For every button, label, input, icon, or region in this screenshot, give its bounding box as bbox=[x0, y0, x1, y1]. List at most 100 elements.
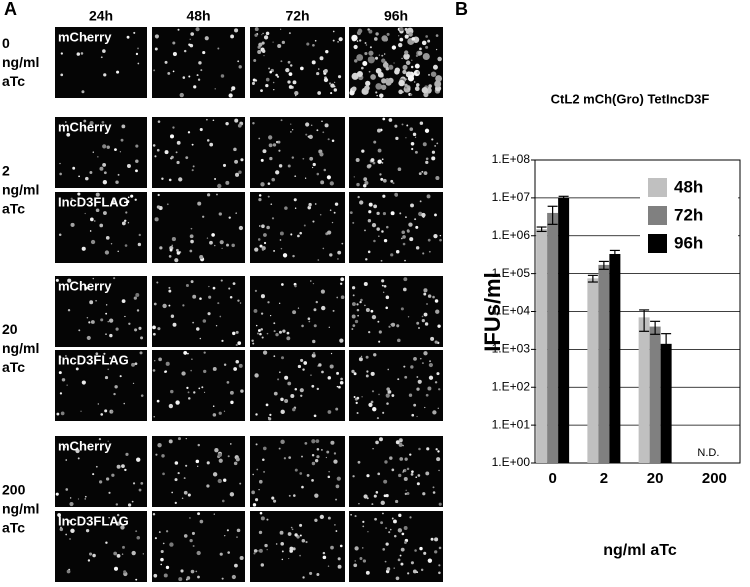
cell-speck bbox=[139, 351, 143, 355]
cell-speck bbox=[95, 465, 98, 468]
cell-speck bbox=[318, 68, 320, 70]
cell-speck bbox=[333, 85, 336, 88]
micrograph bbox=[152, 511, 245, 582]
cell-speck bbox=[367, 56, 375, 64]
cell-speck bbox=[373, 204, 378, 209]
cell-speck bbox=[402, 64, 408, 70]
cell-speck bbox=[69, 497, 72, 499]
cell-speck bbox=[388, 531, 391, 534]
cell-speck bbox=[187, 131, 191, 134]
cell-speck bbox=[254, 33, 258, 37]
cell-speck bbox=[391, 45, 397, 50]
cell-speck bbox=[258, 194, 262, 197]
cell-speck bbox=[85, 38, 88, 41]
cell-speck bbox=[190, 239, 194, 244]
cell-speck bbox=[365, 44, 368, 46]
cell-speck bbox=[386, 567, 391, 571]
chart-title: CtL2 mCh(Gro) TetIncD3F bbox=[551, 91, 710, 106]
cell-speck bbox=[160, 557, 164, 562]
cell-speck bbox=[356, 70, 363, 78]
cell-speck bbox=[337, 557, 341, 561]
cell-speck bbox=[177, 437, 181, 441]
cell-speck bbox=[130, 194, 134, 198]
bar bbox=[558, 197, 570, 463]
cell-speck bbox=[67, 278, 72, 283]
cell-speck bbox=[294, 90, 299, 96]
cell-speck bbox=[375, 491, 379, 494]
cell-speck bbox=[308, 320, 311, 323]
row-group-label: 0 bbox=[2, 35, 10, 51]
cell-speck bbox=[404, 259, 406, 262]
cell-speck bbox=[336, 476, 341, 481]
cell-speck bbox=[420, 568, 424, 572]
y-tick-label: 1.E+01 bbox=[492, 417, 531, 431]
cell-speck bbox=[427, 386, 432, 391]
cell-speck bbox=[259, 332, 262, 336]
cell-speck bbox=[409, 237, 414, 242]
cell-speck bbox=[376, 227, 380, 231]
cell-speck bbox=[271, 177, 276, 182]
cell-speck bbox=[217, 478, 222, 484]
cell-speck bbox=[278, 302, 281, 305]
cell-speck bbox=[352, 324, 356, 327]
cell-speck bbox=[127, 222, 130, 224]
cell-speck bbox=[279, 530, 284, 535]
cell-speck bbox=[152, 513, 156, 516]
cell-speck bbox=[311, 461, 316, 466]
cell-speck bbox=[270, 203, 273, 206]
cell-speck bbox=[174, 478, 178, 482]
cell-speck bbox=[361, 396, 363, 398]
cell-speck bbox=[230, 443, 232, 445]
cell-speck bbox=[339, 544, 343, 548]
cell-speck bbox=[259, 511, 263, 515]
cell-speck bbox=[137, 242, 142, 247]
cell-speck bbox=[351, 302, 356, 306]
cell-speck bbox=[159, 246, 163, 250]
cell-speck bbox=[157, 327, 161, 331]
cell-speck bbox=[368, 29, 373, 34]
cell-speck bbox=[362, 61, 368, 67]
micrograph bbox=[349, 192, 443, 263]
cell-speck bbox=[258, 479, 263, 484]
cell-speck bbox=[349, 90, 355, 96]
cell-speck bbox=[275, 332, 279, 337]
cell-speck bbox=[361, 66, 364, 70]
cell-speck bbox=[362, 520, 365, 523]
cell-speck bbox=[431, 156, 436, 161]
cell-speck bbox=[393, 62, 395, 64]
cell-speck bbox=[104, 250, 110, 255]
cell-speck bbox=[235, 172, 240, 177]
cell-speck bbox=[65, 533, 68, 536]
cell-speck bbox=[398, 89, 403, 95]
cell-speck bbox=[164, 370, 168, 373]
cell-speck bbox=[178, 577, 183, 582]
cell-speck bbox=[408, 87, 411, 91]
cell-speck bbox=[280, 439, 285, 445]
cell-speck bbox=[351, 72, 359, 80]
cell-speck bbox=[263, 233, 267, 237]
cell-speck bbox=[65, 488, 69, 491]
cell-speck bbox=[317, 259, 320, 261]
cell-speck bbox=[279, 371, 281, 374]
cell-speck bbox=[353, 176, 355, 178]
cell-speck bbox=[116, 464, 121, 469]
cell-speck bbox=[414, 549, 417, 552]
cell-speck bbox=[134, 198, 137, 201]
x-tick-label: 0 bbox=[548, 470, 556, 487]
cell-speck bbox=[281, 558, 284, 561]
cell-speck bbox=[105, 312, 108, 315]
micrograph bbox=[55, 192, 147, 263]
cell-speck bbox=[254, 289, 258, 292]
cell-speck bbox=[383, 284, 387, 288]
cell-speck bbox=[69, 538, 71, 540]
cell-speck bbox=[153, 416, 155, 418]
cell-speck bbox=[351, 286, 356, 290]
cell-speck bbox=[89, 171, 93, 174]
cell-speck bbox=[294, 533, 298, 537]
cell-speck bbox=[438, 546, 442, 550]
cell-speck bbox=[384, 560, 387, 563]
cell-speck bbox=[357, 28, 363, 34]
cell-speck bbox=[371, 390, 375, 393]
cell-speck bbox=[187, 352, 189, 355]
cell-speck bbox=[197, 78, 201, 81]
